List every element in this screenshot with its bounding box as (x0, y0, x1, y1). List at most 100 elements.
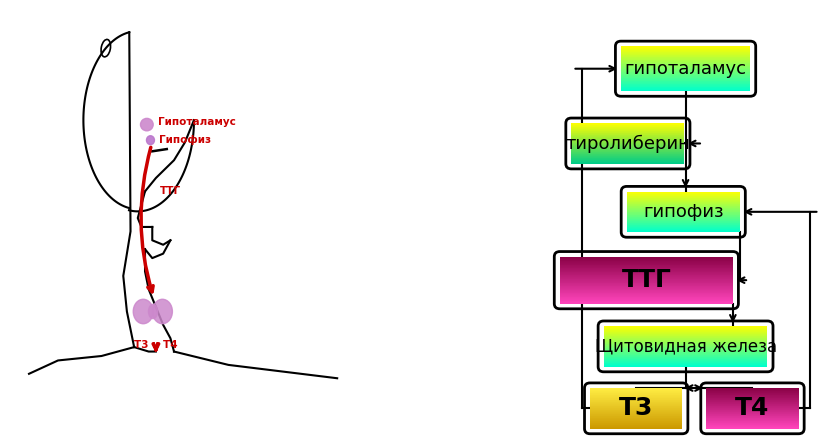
Bar (559, 259, 733, 260)
Bar (559, 265, 733, 266)
Bar (627, 216, 740, 217)
Bar (559, 283, 733, 284)
Bar (621, 48, 750, 49)
Bar (590, 399, 682, 400)
Bar (706, 406, 798, 407)
Bar (571, 156, 685, 157)
Bar (627, 214, 740, 215)
Text: Щитовидная железа: Щитовидная железа (594, 337, 777, 356)
Bar (559, 298, 733, 299)
Bar (621, 50, 750, 51)
Bar (706, 426, 798, 427)
Bar (559, 264, 733, 265)
Bar (627, 197, 740, 198)
Text: ТТГ: ТТГ (160, 186, 180, 196)
Bar (621, 68, 750, 69)
Bar (621, 58, 750, 59)
Bar (706, 427, 798, 428)
Bar (627, 228, 740, 229)
Bar (706, 419, 798, 420)
Bar (621, 52, 750, 53)
Bar (604, 329, 767, 330)
Bar (571, 147, 685, 148)
Bar (571, 141, 685, 142)
Bar (590, 421, 682, 422)
Bar (559, 279, 733, 280)
Bar (559, 294, 733, 295)
Bar (590, 395, 682, 396)
Bar (590, 424, 682, 425)
Bar (621, 66, 750, 67)
Bar (590, 405, 682, 406)
Bar (706, 402, 798, 403)
Bar (559, 288, 733, 289)
Bar (621, 79, 750, 80)
Bar (627, 194, 740, 195)
Bar (571, 140, 685, 141)
Bar (571, 133, 685, 134)
Bar (627, 191, 740, 192)
Bar (571, 131, 685, 132)
Bar (621, 73, 750, 74)
Bar (571, 142, 685, 143)
Bar (571, 132, 685, 133)
Bar (627, 231, 740, 232)
Bar (627, 201, 740, 202)
Bar (627, 218, 740, 219)
Bar (571, 153, 685, 154)
Bar (621, 55, 750, 56)
Bar (604, 330, 767, 331)
Bar (627, 206, 740, 207)
Bar (627, 221, 740, 222)
Bar (590, 415, 682, 416)
Bar (559, 273, 733, 274)
Bar (627, 215, 740, 216)
Bar (559, 292, 733, 293)
Bar (604, 336, 767, 337)
Bar (604, 339, 767, 340)
Bar (559, 286, 733, 287)
Bar (571, 148, 685, 149)
Bar (706, 409, 798, 410)
Ellipse shape (133, 299, 153, 324)
Bar (559, 274, 733, 275)
Ellipse shape (147, 136, 154, 145)
Bar (571, 123, 685, 124)
Bar (621, 61, 750, 62)
Bar (559, 299, 733, 300)
Bar (590, 420, 682, 421)
Bar (559, 257, 733, 258)
Bar (604, 338, 767, 339)
Bar (590, 389, 682, 390)
Bar (604, 337, 767, 338)
Bar (604, 328, 767, 329)
Bar (571, 124, 685, 125)
Bar (604, 342, 767, 343)
Bar (621, 70, 750, 71)
Bar (571, 125, 685, 126)
Bar (621, 82, 750, 83)
Bar (604, 333, 767, 334)
Bar (621, 69, 750, 70)
Bar (571, 130, 685, 131)
Bar (621, 77, 750, 78)
Bar (590, 408, 682, 409)
Bar (627, 227, 740, 228)
Bar (559, 277, 733, 278)
Bar (604, 346, 767, 347)
Bar (706, 400, 798, 401)
Bar (627, 208, 740, 209)
Text: Гипоталамус: Гипоталамус (157, 117, 236, 127)
Bar (604, 344, 767, 345)
Bar (621, 76, 750, 77)
Bar (604, 352, 767, 353)
Bar (590, 388, 682, 389)
Bar (571, 160, 685, 161)
Bar (604, 354, 767, 355)
Bar (706, 394, 798, 395)
Bar (621, 86, 750, 87)
Bar (627, 220, 740, 221)
Bar (604, 361, 767, 362)
Bar (590, 400, 682, 401)
Bar (590, 404, 682, 405)
